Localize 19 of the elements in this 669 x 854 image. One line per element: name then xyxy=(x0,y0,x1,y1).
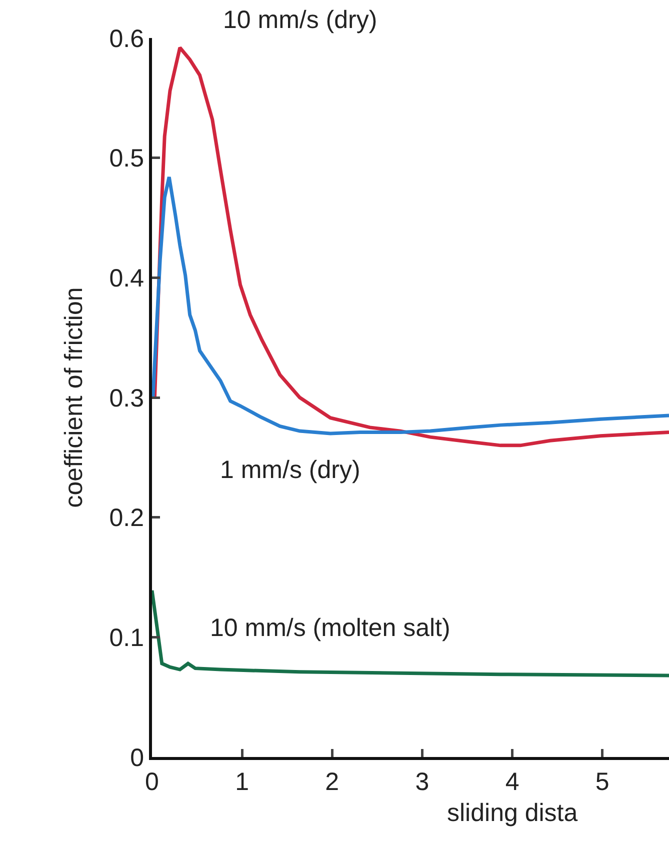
y-axis-title: coefficient of friction xyxy=(60,287,88,508)
series-label: 10 mm/s (dry) xyxy=(223,6,378,34)
x-tick-label: 5 xyxy=(595,768,610,796)
line-series xyxy=(152,175,669,436)
y-tick-label: 0.5 xyxy=(109,144,144,173)
series-label: 1 mm/s (dry) xyxy=(220,456,360,484)
y-tick-label: 0.3 xyxy=(109,384,144,412)
y-tick-label: 0.1 xyxy=(109,624,144,652)
series-label: 10 mm/s (molten salt) xyxy=(210,614,450,642)
y-tick-label: 0.6 xyxy=(109,24,144,53)
y-tick-label: 0 xyxy=(130,744,144,772)
x-tick-label: 1 xyxy=(235,768,250,796)
x-tick-label: 3 xyxy=(415,768,430,796)
x-tick-label: 4 xyxy=(505,768,520,796)
x-tick-label: 2 xyxy=(325,768,340,796)
y-tick-label: 0.2 xyxy=(109,504,144,532)
x-axis-title: sliding dista xyxy=(447,799,578,827)
y-tick-label: 0.4 xyxy=(109,264,144,292)
line-series xyxy=(152,588,669,678)
